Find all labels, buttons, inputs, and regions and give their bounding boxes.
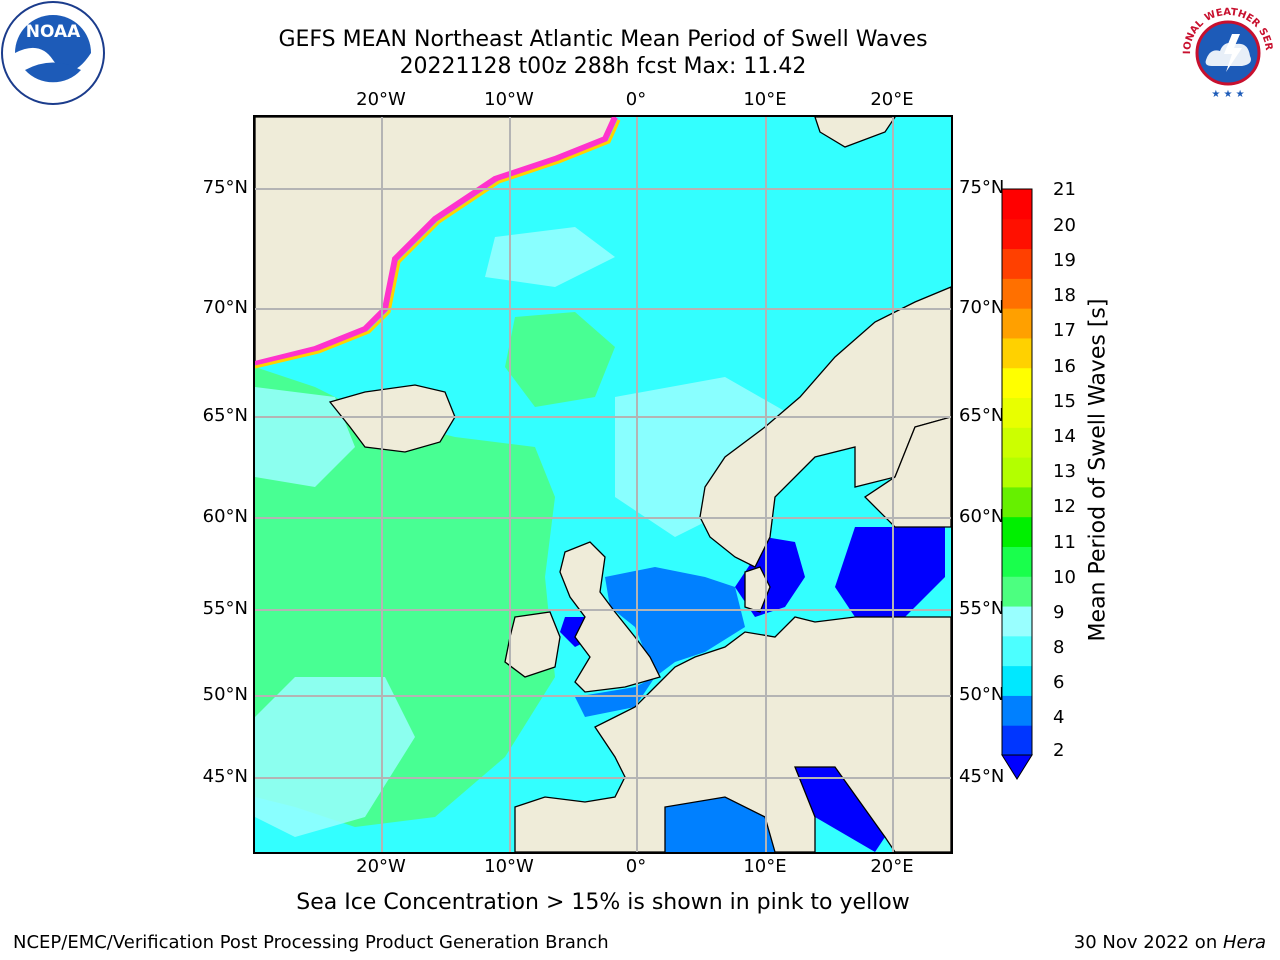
colorbar-tick-12: 12 xyxy=(1053,496,1076,517)
colorbar-tick-2: 2 xyxy=(1053,740,1065,761)
colorbar-tick-10: 10 xyxy=(1053,567,1076,588)
colorbar-segment xyxy=(1002,397,1032,428)
lat-label-left-60n: 60°N xyxy=(202,506,248,527)
mediterranean-low-swell xyxy=(665,797,775,852)
map-canvas xyxy=(255,117,951,852)
baltic-east-lowest-swell xyxy=(835,527,945,617)
lon-label-bottom-10w: 10°W xyxy=(484,856,534,877)
lat-label-right-55n: 55°N xyxy=(959,598,1005,619)
noaa-logo: NOAA xyxy=(1,1,105,105)
colorbar-tick-16: 16 xyxy=(1053,356,1076,377)
swell-pale-patch-1 xyxy=(255,387,355,487)
lat-label-left-65n: 65°N xyxy=(202,405,248,426)
lon-label-bottom-10e: 10°E xyxy=(743,856,787,877)
lon-label-top-0: 0° xyxy=(625,89,647,110)
lat-label-right-75n: 75°N xyxy=(959,177,1005,198)
colorbar-segment xyxy=(1002,695,1032,726)
lat-label-right-45n: 45°N xyxy=(959,766,1005,787)
footer-host: Hera xyxy=(1222,932,1266,953)
colorbar-segment xyxy=(1002,486,1032,518)
land-continental-europe xyxy=(514,616,951,852)
graticule xyxy=(255,117,951,852)
colorbar-under-triangle xyxy=(1001,754,1033,780)
colorbar-tick-6: 6 xyxy=(1053,672,1065,693)
lon-label-top-20w: 20°W xyxy=(356,89,406,110)
colorbar-segment xyxy=(1002,635,1032,667)
lat-label-right-70n: 70°N xyxy=(959,297,1005,318)
colorbar-tick-18: 18 xyxy=(1053,285,1076,306)
lat-label-right-60n: 60°N xyxy=(959,506,1005,527)
lon-label-top-10e: 10°E xyxy=(743,89,787,110)
lat-label-left-45n: 45°N xyxy=(202,766,248,787)
land-finland xyxy=(863,416,951,528)
colorbar-tick-13: 13 xyxy=(1053,461,1076,482)
colorbar-segment xyxy=(1002,427,1032,458)
svg-text:NOAA: NOAA xyxy=(26,22,81,42)
lat-label-left-55n: 55°N xyxy=(202,598,248,619)
lat-label-left-70n: 70°N xyxy=(202,297,248,318)
colorbar-segment xyxy=(1002,308,1032,339)
swell-pale-patch-3 xyxy=(255,677,415,837)
colorbar-tick-21: 21 xyxy=(1053,179,1076,200)
colorbar-tick-17: 17 xyxy=(1053,320,1076,341)
lat-label-left-50n: 50°N xyxy=(202,684,248,705)
lat-label-right-65n: 65°N xyxy=(959,405,1005,426)
map-title: GEFS MEAN Northeast Atlantic Mean Period… xyxy=(278,27,928,52)
land-svalbard xyxy=(814,117,896,148)
sea-ice-caption: Sea Ice Concentration > 15% is shown in … xyxy=(296,890,910,915)
colorbar xyxy=(1001,188,1033,780)
lat-label-right-50n: 50°N xyxy=(959,684,1005,705)
colorbar-segment xyxy=(1002,337,1032,369)
colorbar-tick-15: 15 xyxy=(1053,391,1076,412)
colorbar-segment xyxy=(1002,576,1032,607)
colorbar-segment xyxy=(1002,457,1032,488)
colorbar-segment xyxy=(1002,725,1032,756)
colorbar-segment xyxy=(1002,189,1032,220)
colorbar-segment xyxy=(1002,218,1032,250)
sea-ice-edge xyxy=(255,117,618,367)
lon-label-top-10w: 10°W xyxy=(484,89,534,110)
colorbar-segment xyxy=(1002,516,1032,547)
colorbar-border xyxy=(1001,188,1033,756)
north-sea-low-swell xyxy=(605,567,745,677)
colorbar-tick-20: 20 xyxy=(1053,215,1076,236)
footer-credit: NCEP/EMC/Verification Post Processing Pr… xyxy=(13,932,609,953)
colorbar-tick-4: 4 xyxy=(1053,707,1065,728)
colorbar-tick-14: 14 xyxy=(1053,426,1076,447)
lon-label-bottom-0: 0° xyxy=(625,856,647,877)
swell-green-north xyxy=(505,312,615,407)
lon-label-bottom-20w: 20°W xyxy=(356,856,406,877)
colorbar-segment xyxy=(1002,248,1032,279)
colorbar-label: Mean Period of Swell Waves [s] xyxy=(1085,298,1111,642)
lat-label-left-75n: 75°N xyxy=(202,177,248,198)
land-ireland xyxy=(504,611,561,678)
adriatic-lowest-swell xyxy=(795,767,885,852)
footer-date-text: 30 Nov 2022 on xyxy=(1073,932,1223,953)
nws-logo: NATIONAL WEATHER SERVICE ★ ★ ★ xyxy=(1176,4,1274,100)
lon-label-bottom-20e: 20°E xyxy=(870,856,914,877)
footer-date: 30 Nov 2022 on Hera xyxy=(1074,932,1266,953)
svg-text:★ ★ ★: ★ ★ ★ xyxy=(1211,89,1244,100)
land-scandinavia xyxy=(699,286,951,568)
lon-label-top-20e: 20°E xyxy=(870,89,914,110)
colorbar-tick-11: 11 xyxy=(1053,532,1076,553)
colorbar-segment xyxy=(1002,606,1032,637)
colorbar-segment xyxy=(1002,278,1032,309)
land-iceland xyxy=(328,384,456,453)
swell-pale-patch-4 xyxy=(485,227,615,287)
map-subtitle: 20221128 t00z 288h fcst Max: 11.42 xyxy=(399,54,807,79)
colorbar-segment xyxy=(1002,367,1032,399)
colorbar-tick-8: 8 xyxy=(1053,637,1065,658)
sea-ice-edge-yellow xyxy=(255,119,621,369)
map-panel xyxy=(253,115,953,854)
colorbar-segment xyxy=(1002,546,1032,577)
colorbar-tick-9: 9 xyxy=(1053,602,1065,623)
colorbar-tick-19: 19 xyxy=(1053,250,1076,271)
colorbar-segment xyxy=(1002,665,1032,696)
